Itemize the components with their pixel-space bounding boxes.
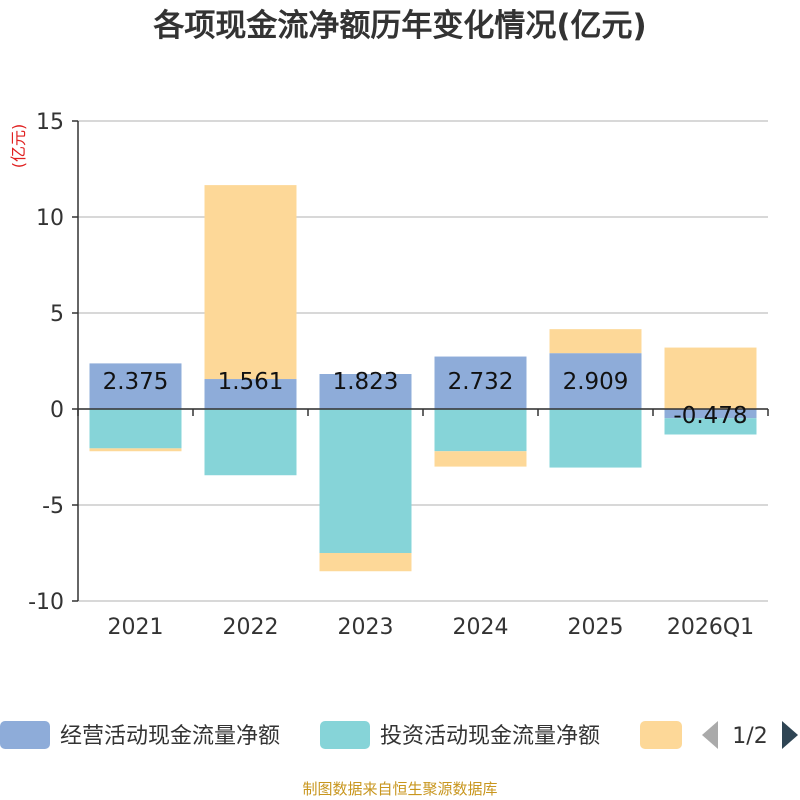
y-tick-label: 10: [36, 206, 64, 231]
data-source-note: 制图数据来自恒生聚源数据库: [302, 780, 497, 798]
data-label: -0.478: [673, 403, 747, 429]
data-labels: 2.375 1.561 1.823 2.732 2.909 -0.478: [103, 369, 748, 429]
bar-1-2024: [434, 356, 527, 409]
bar-3-2025: [549, 329, 642, 354]
legend-swatch-investing[interactable]: [320, 721, 370, 749]
y-tick-label: -5: [42, 494, 64, 519]
bar-1-2025: [549, 353, 642, 409]
bar-2-2021: [89, 409, 182, 449]
x-tick-label: 2023: [338, 615, 394, 640]
data-label: 1.561: [218, 369, 284, 395]
y-tick-label: 0: [50, 398, 64, 423]
data-label: 2.909: [563, 369, 629, 395]
x-tick-label: 2021: [108, 615, 164, 640]
legend-swatch-operating[interactable]: [0, 721, 50, 749]
bar-3-2022: [204, 185, 297, 380]
legend-next-page-icon[interactable]: [782, 721, 798, 749]
bar-3-2021: [89, 448, 182, 452]
bar-3-2024: [434, 451, 527, 467]
bar-1-2026Q1: [664, 409, 757, 419]
x-tick-label: 2024: [453, 615, 509, 640]
data-label: 1.823: [333, 369, 399, 395]
x-tick-label: 2026Q1: [667, 615, 754, 640]
bar-1-2021: [89, 363, 182, 409]
bar-1-2022: [204, 379, 297, 409]
y-tick-label: 5: [50, 302, 64, 327]
x-tick-label: 2025: [568, 615, 624, 640]
bar-3-2026Q1: [664, 347, 757, 409]
bar-2-2022: [204, 409, 297, 476]
data-label: 2.375: [103, 369, 169, 395]
legend-label-investing[interactable]: 投资活动现金流量净额: [380, 724, 600, 749]
legend-page-indicator: 1/2: [732, 724, 767, 749]
bar-2-2025: [549, 409, 642, 468]
bar-1-2023: [319, 373, 412, 409]
legend-swatch-third[interactable]: [640, 721, 682, 749]
legend-prev-page-icon[interactable]: [702, 721, 718, 749]
bar-series: [89, 185, 757, 572]
y-tick-label: 15: [36, 110, 64, 135]
axes: -10 -5 0 5 10 15 2021 2022 2023 2024 2025 2026Q1: [28, 110, 769, 640]
y-axis-unit-label: (亿元): [9, 124, 28, 169]
bar-3-2023: [319, 553, 412, 572]
y-tick-label: -10: [28, 590, 64, 615]
legend-label-operating[interactable]: 经营活动现金流量净额: [60, 724, 280, 749]
bar-2-2026Q1: [664, 418, 757, 435]
x-tick-label: 2022: [223, 615, 279, 640]
bar-2-2023: [319, 409, 412, 553]
bar-2-2024: [434, 409, 527, 452]
chart-title: 各项现金流净额历年变化情况(亿元): [152, 8, 646, 44]
legend: 经营活动现金流量净额 投资活动现金流量净额 1/2: [0, 721, 798, 749]
data-label: 2.732: [448, 369, 514, 395]
